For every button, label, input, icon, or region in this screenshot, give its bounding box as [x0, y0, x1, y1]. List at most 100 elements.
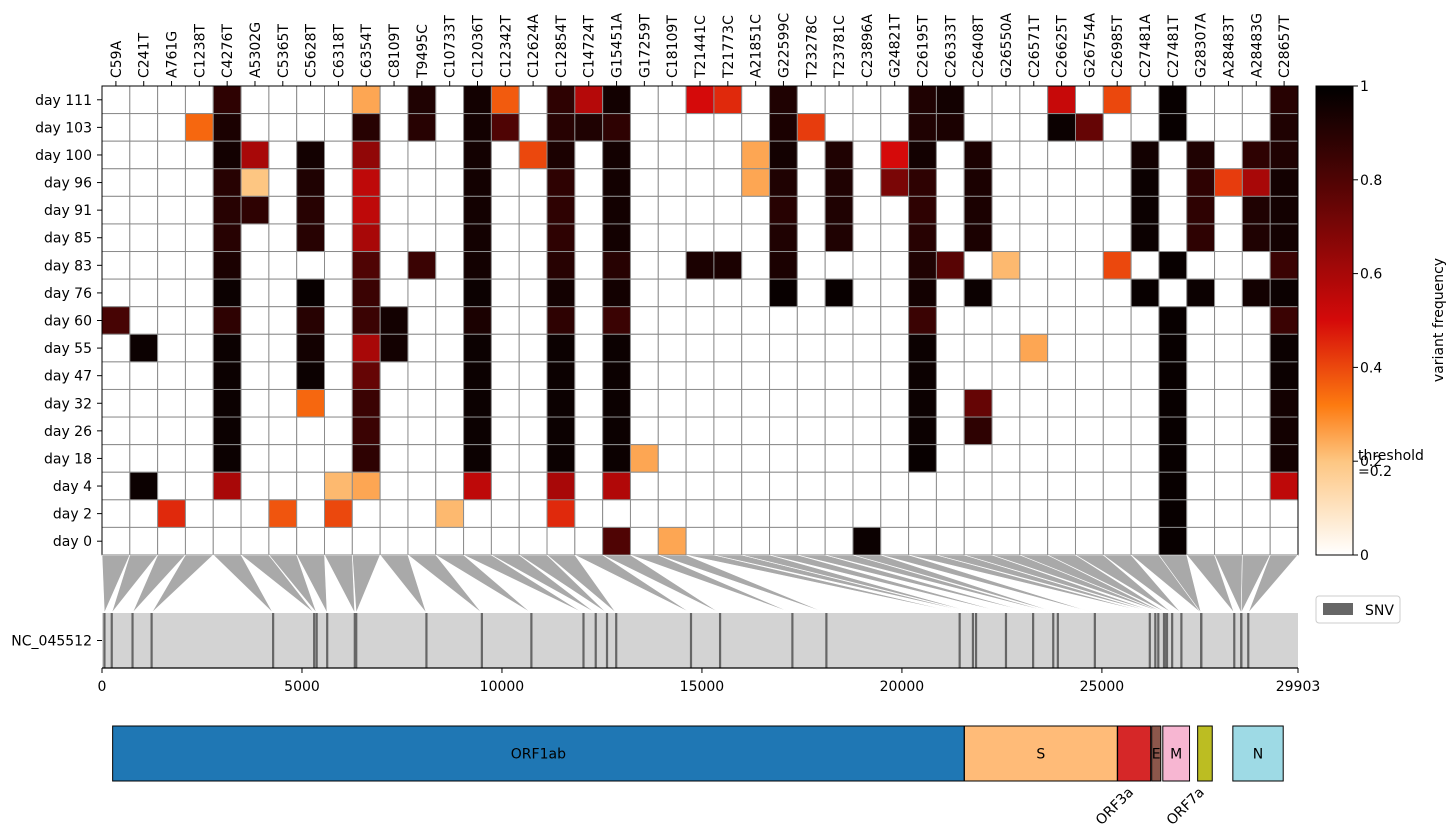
heatmap-cell: [963, 306, 993, 335]
column-label: C4276T: [220, 24, 236, 78]
snv-mark: [103, 613, 106, 668]
heatmap-cell: [546, 444, 576, 473]
heatmap-cell: [351, 499, 381, 528]
row-label: day 100: [35, 148, 92, 164]
heatmap-cell: [1047, 526, 1076, 556]
colorbar-label: variant frequency: [1431, 258, 1447, 382]
heatmap-cell: [1102, 306, 1132, 335]
heatmap-cell: [602, 168, 631, 197]
heatmap-cell: [1130, 526, 1160, 556]
heatmap-cell: [796, 526, 826, 556]
heatmap-cell: [463, 361, 492, 390]
snv-mark: [689, 613, 693, 668]
heatmap-cell: [490, 388, 520, 418]
heatmap-cell: [407, 140, 437, 170]
heatmap-cell: [908, 306, 937, 335]
heatmap-cell: [463, 306, 492, 335]
heatmap-cell: [796, 388, 826, 418]
genome-axis-tick-label: 5000: [284, 679, 320, 695]
heatmap-cell: [963, 333, 993, 363]
snv-mark: [1200, 613, 1203, 668]
heatmap-cell: [1269, 168, 1299, 197]
heatmap-cell: [852, 526, 882, 556]
heatmap-cell: [463, 195, 492, 225]
heatmap-cell: [324, 195, 353, 225]
heatmap-cell: [184, 306, 214, 335]
heatmap-cell: [1130, 416, 1160, 446]
heatmap-cell: [240, 416, 270, 446]
heatmap-cell: [1269, 113, 1299, 142]
heatmap-cell: [713, 361, 743, 390]
heatmap-cell: [490, 113, 520, 142]
heatmap-cell: [908, 140, 937, 170]
heatmap-cell: [769, 526, 798, 556]
heatmap-cell: [546, 306, 576, 335]
heatmap-cell: [602, 195, 631, 225]
heatmap-cell: [518, 306, 548, 335]
heatmap-cell: [1158, 251, 1188, 280]
heatmap-cell: [379, 444, 409, 473]
heatmap-cell: [518, 195, 548, 225]
snv-mark: [1165, 613, 1169, 668]
heatmap-cell: [769, 499, 798, 528]
row-label: day 103: [35, 120, 92, 136]
threshold-value: =0.2: [1358, 464, 1392, 480]
heatmap-cell: [1186, 168, 1216, 197]
heatmap-cell: [101, 361, 131, 390]
heatmap-cell: [1158, 388, 1188, 418]
heatmap-cell: [685, 444, 715, 473]
heatmap-cell: [991, 306, 1021, 335]
snv-legend-label: SNV: [1365, 603, 1394, 619]
heatmap-cell: [212, 85, 242, 115]
heatmap-cell: [1214, 85, 1243, 115]
row-label: day 2: [53, 507, 92, 523]
heatmap-cell: [713, 140, 743, 170]
heatmap-cell: [463, 499, 492, 528]
column-label: G26754A: [1082, 13, 1098, 78]
connector-wedge: [352, 554, 381, 614]
heatmap-cell: [1102, 471, 1132, 501]
column-label: C12036T: [470, 15, 486, 78]
connector-wedge: [1047, 554, 1168, 614]
heatmap-cell: [1074, 306, 1104, 335]
heatmap-cell: [379, 251, 409, 280]
heatmap-cell: [1130, 140, 1160, 170]
heatmap-cell: [490, 499, 520, 528]
heatmap-cell: [908, 416, 937, 446]
row-label: day 55: [44, 341, 92, 357]
heatmap-cell: [101, 333, 131, 363]
heatmap-cell: [602, 526, 631, 556]
heatmap-cell: [546, 333, 576, 363]
heatmap-cell: [490, 306, 520, 335]
heatmap-cell: [546, 361, 576, 390]
heatmap-cell: [324, 113, 353, 142]
heatmap-cell: [379, 278, 409, 308]
snv-mark: [326, 613, 329, 668]
heatmap-cell: [1074, 499, 1104, 528]
heatmap-cell: [518, 113, 548, 142]
heatmap-cell: [351, 444, 381, 473]
heatmap-cell: [574, 361, 604, 390]
heatmap-cell: [991, 388, 1021, 418]
heatmap-cell: [1186, 444, 1216, 473]
heatmap-cell: [351, 113, 381, 142]
heatmap-cell: [963, 361, 993, 390]
heatmap-cell: [574, 278, 604, 308]
column-label: G17259T: [637, 14, 653, 78]
heatmap-cell: [518, 333, 548, 363]
heatmap-cell: [1102, 416, 1132, 446]
snv-mark: [425, 613, 428, 668]
heatmap-cell: [296, 471, 326, 501]
heatmap-cell: [1269, 85, 1299, 115]
heatmap-cell: [991, 140, 1021, 170]
heatmap-cell: [1158, 526, 1188, 556]
snv-mark: [150, 613, 153, 668]
snv-mark: [1052, 613, 1055, 668]
snv-mark: [594, 613, 597, 668]
heatmap-cell: [1130, 361, 1160, 390]
heatmap-cell: [324, 416, 353, 446]
heatmap-cell: [657, 85, 687, 115]
heatmap-cell: [490, 195, 520, 225]
connector-wedge: [1019, 554, 1165, 614]
colorbar-gradient: [1315, 85, 1354, 556]
